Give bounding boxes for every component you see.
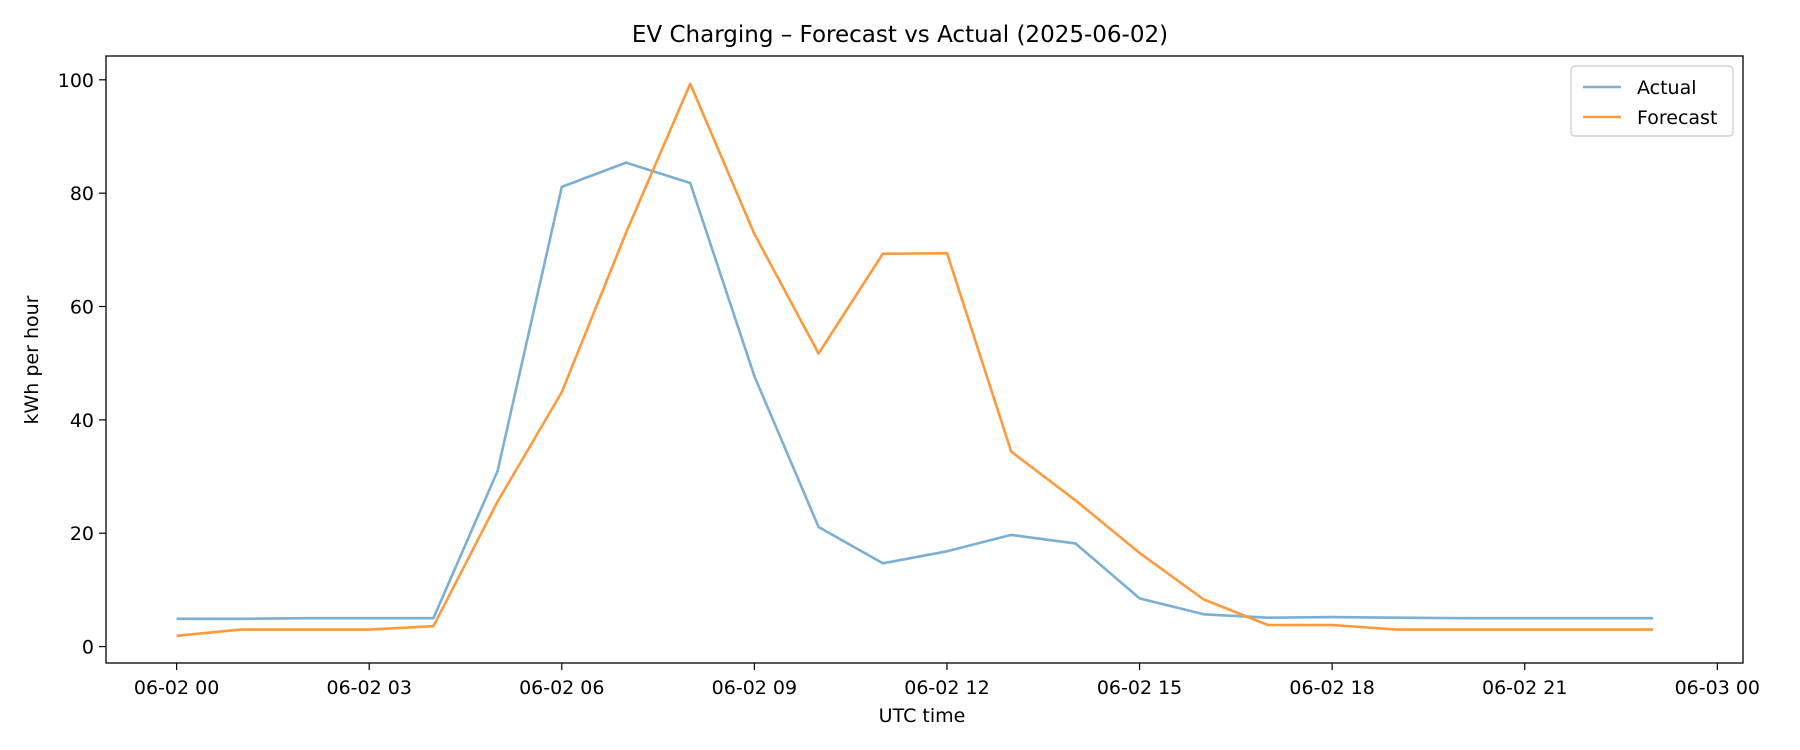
y-tick-label: 20 <box>70 523 94 545</box>
plot-frame <box>105 55 1744 664</box>
series-lines <box>176 82 1654 638</box>
series-line-actual <box>176 161 1654 621</box>
y-tick-label: 80 <box>70 183 94 205</box>
y-axis-label: kWh per hour <box>21 295 43 424</box>
y-tick-label: 100 <box>58 70 94 92</box>
legend-label-actual: Actual <box>1637 77 1697 99</box>
chart-title: EV Charging – Forecast vs Actual (2025-0… <box>632 22 1168 48</box>
x-tick-label: 06-03 00 <box>1675 677 1760 699</box>
x-tick-label: 06-02 15 <box>1097 677 1182 699</box>
x-tick-label: 06-02 12 <box>904 677 989 699</box>
x-tick-label: 06-02 18 <box>1289 677 1374 699</box>
y-axis-ticks: 0 20 40 60 80 100 <box>58 70 106 659</box>
x-tick-label: 06-02 06 <box>519 677 604 699</box>
legend-box <box>1570 65 1734 137</box>
series-line-forecast <box>176 82 1654 638</box>
x-axis-ticks: 06-02 00 06-02 03 06-02 06 06-02 09 06-02 12… <box>134 663 1760 699</box>
x-tick-label: 06-02 09 <box>712 677 797 699</box>
y-tick-label: 60 <box>70 297 94 319</box>
y-tick-label: 0 <box>82 637 94 659</box>
x-axis-label: UTC time <box>879 705 966 727</box>
x-tick-label: 06-02 21 <box>1482 677 1567 699</box>
legend: Actual Forecast <box>1570 65 1734 137</box>
x-tick-label: 06-02 03 <box>326 677 411 699</box>
legend-label-forecast: Forecast <box>1637 107 1717 129</box>
y-tick-label: 40 <box>70 410 94 432</box>
x-tick-label: 06-02 00 <box>134 677 219 699</box>
